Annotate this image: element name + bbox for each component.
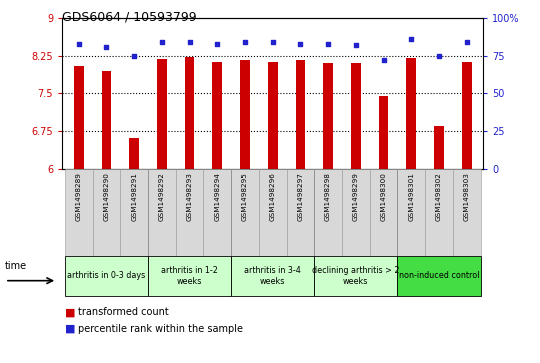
Point (435, 53, 443, 59)
FancyBboxPatch shape (370, 169, 397, 256)
Text: GSM1498296: GSM1498296 (269, 172, 276, 221)
Text: ■: ■ (65, 323, 75, 334)
Bar (268, 62, 278, 169)
Bar (185, 57, 194, 169)
Point (296, 41, 305, 47)
Text: GSM1498300: GSM1498300 (381, 172, 387, 221)
Point (407, 36, 416, 42)
FancyBboxPatch shape (120, 169, 148, 256)
Point (158, 39, 166, 45)
FancyBboxPatch shape (287, 169, 314, 256)
Text: GSM1498302: GSM1498302 (436, 172, 442, 221)
Text: transformed count: transformed count (78, 307, 169, 317)
Bar (295, 60, 305, 169)
FancyBboxPatch shape (92, 169, 120, 256)
Point (130, 53, 138, 59)
Point (102, 44, 111, 50)
Point (352, 42, 360, 48)
FancyBboxPatch shape (314, 169, 342, 256)
Bar (74, 66, 84, 169)
Bar (434, 126, 444, 169)
Text: GSM1498292: GSM1498292 (159, 172, 165, 221)
Point (213, 41, 221, 47)
Text: GSM1498303: GSM1498303 (464, 172, 470, 221)
FancyBboxPatch shape (314, 256, 397, 296)
Bar (157, 59, 167, 169)
Bar (379, 96, 388, 169)
Text: arthritis in 3-4
weeks: arthritis in 3-4 weeks (244, 266, 301, 286)
FancyBboxPatch shape (342, 169, 370, 256)
FancyBboxPatch shape (204, 169, 231, 256)
Text: GSM1498293: GSM1498293 (186, 172, 193, 221)
Point (324, 41, 333, 47)
Text: GSM1498298: GSM1498298 (325, 172, 331, 221)
Bar (102, 71, 111, 169)
Text: arthritis in 0-3 days: arthritis in 0-3 days (68, 272, 146, 280)
Text: ■: ■ (65, 307, 75, 317)
Text: GSM1498291: GSM1498291 (131, 172, 137, 221)
FancyBboxPatch shape (231, 256, 314, 296)
Point (75, 41, 83, 47)
FancyBboxPatch shape (148, 169, 176, 256)
Text: GSM1498289: GSM1498289 (76, 172, 82, 221)
Text: time: time (5, 261, 27, 271)
Text: declining arthritis > 2
weeks: declining arthritis > 2 weeks (312, 266, 400, 286)
FancyBboxPatch shape (176, 169, 204, 256)
FancyBboxPatch shape (397, 256, 481, 296)
FancyBboxPatch shape (425, 169, 453, 256)
Bar (323, 64, 333, 169)
Text: GSM1498301: GSM1498301 (408, 172, 414, 221)
Bar (240, 60, 250, 169)
FancyBboxPatch shape (148, 256, 231, 296)
Point (241, 39, 249, 45)
Point (185, 39, 194, 45)
FancyBboxPatch shape (65, 169, 92, 256)
Text: GSM1498297: GSM1498297 (298, 172, 303, 221)
Text: GDS6064 / 10593799: GDS6064 / 10593799 (62, 11, 197, 24)
Bar (351, 64, 361, 169)
Point (379, 57, 388, 63)
FancyBboxPatch shape (231, 169, 259, 256)
Text: non-induced control: non-induced control (399, 272, 479, 280)
FancyBboxPatch shape (453, 169, 481, 256)
FancyBboxPatch shape (397, 169, 425, 256)
Bar (462, 62, 471, 169)
Bar (407, 58, 416, 169)
Text: GSM1498290: GSM1498290 (104, 172, 110, 221)
Text: GSM1498295: GSM1498295 (242, 172, 248, 221)
Text: arthritis in 1-2
weeks: arthritis in 1-2 weeks (161, 266, 218, 286)
Text: GSM1498299: GSM1498299 (353, 172, 359, 221)
Bar (212, 62, 222, 169)
Point (462, 39, 471, 45)
Point (268, 39, 277, 45)
Bar (129, 138, 139, 169)
FancyBboxPatch shape (259, 169, 287, 256)
Text: GSM1498294: GSM1498294 (214, 172, 220, 221)
Text: percentile rank within the sample: percentile rank within the sample (78, 323, 244, 334)
FancyBboxPatch shape (65, 256, 148, 296)
